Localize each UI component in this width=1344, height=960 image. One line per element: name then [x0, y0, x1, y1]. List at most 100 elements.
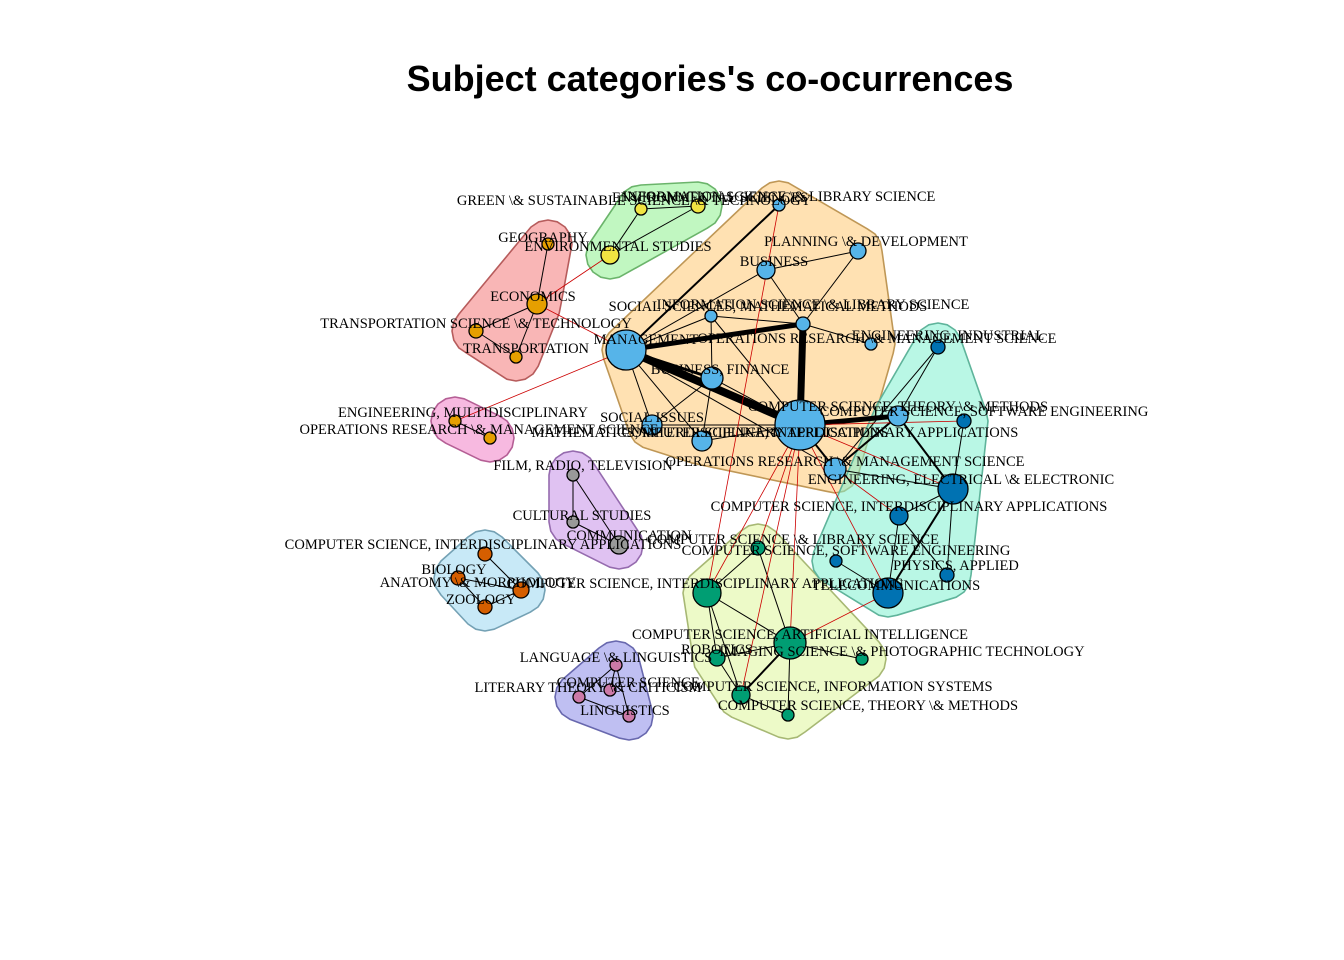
node-cs_ls_green[interactable] [750, 540, 766, 556]
edge-green_sus-env_sci [640, 205, 699, 210]
nodes [448, 198, 972, 723]
edge-film-communication [572, 474, 620, 546]
node-csia[interactable] [774, 399, 826, 451]
label-transport: TRANSPORTATION [463, 341, 590, 357]
edge-or_ms_blue-cs_tm_blue [834, 415, 899, 470]
edge-biology-anatomy [457, 577, 522, 591]
label-cultural: CULTURAL STUDIES [513, 508, 652, 524]
label-cs_ia_green: COMPUTER SCIENCE, INTERDISCIPLINARY APPL… [507, 576, 904, 592]
edge-is_ls-soc_math [710, 315, 804, 325]
edge-eng_ind-or_ms_blue [834, 346, 939, 470]
node-or_ms_ind[interactable] [864, 337, 878, 351]
node-language[interactable] [609, 658, 623, 672]
node-soc_math[interactable] [704, 309, 718, 323]
node-social_issues[interactable] [641, 414, 663, 436]
node-is_ls_top[interactable] [772, 198, 786, 212]
node-cs_se_blue[interactable] [956, 413, 972, 429]
node-eng_multi[interactable] [448, 414, 462, 428]
node-cs_tm_green[interactable] [781, 708, 795, 722]
hull-teal [811, 322, 989, 618]
node-physics[interactable] [939, 567, 955, 583]
label-or_ms_ind: OPERATIONS RESEARCH \& MANAGEMENT SCIENC… [697, 331, 1056, 347]
node-mgmt[interactable] [605, 329, 647, 371]
label-soc_math: SOCIAL SCIENCES, MATHEMATICAL METHODS [609, 299, 928, 315]
edge-csia-cs_ia_green [706, 424, 801, 594]
node-anatomy[interactable] [512, 581, 530, 599]
edge-env_studies-env_sci [609, 205, 699, 256]
node-or_ms_blue[interactable] [823, 457, 847, 481]
label-planning: PLANNING \& DEVELOPMENT [764, 234, 968, 250]
label-language: LANGUAGE \& LINGUISTICS [520, 650, 713, 666]
label-cs_pink: COMPUTER SCIENCE, [557, 675, 704, 691]
label-trans_sci: TRANSPORTATION SCIENCE \& TECHNOLOGY [320, 316, 632, 332]
node-business[interactable] [756, 260, 776, 280]
node-cs_ia_lb[interactable] [477, 546, 493, 562]
label-cs_ia_lb: COMPUTER SCIENCE, INTERDISCIPLINARY APPL… [285, 537, 682, 553]
node-linguistics[interactable] [622, 709, 636, 723]
hull-red [451, 219, 573, 382]
edge-csia-telecom [799, 424, 889, 594]
edge-eng_elec-telecom [887, 488, 954, 594]
edge-language-literary [578, 664, 617, 698]
label-env_sci: ENVIRONMENTAL SCIENCES [612, 190, 808, 206]
node-robotics[interactable] [708, 649, 726, 667]
node-labels: MANAGEMENT COMPUTER SCIENCE, INTERDISCIPL… [285, 189, 1149, 719]
node-bus_fin[interactable] [700, 366, 724, 390]
node-cs_ia_teal[interactable] [889, 506, 909, 526]
node-cs_ia_green[interactable] [692, 578, 722, 608]
label-eng_ind: ENGINEERING, INDUSTRIAL [852, 328, 1045, 344]
node-env_studies[interactable] [600, 245, 620, 265]
node-math_ia[interactable] [691, 430, 713, 452]
node-zoology[interactable] [477, 599, 493, 615]
node-trans_sci[interactable] [468, 323, 484, 339]
edge-mgmt-is_ls_top [625, 204, 780, 351]
edge-mgmt-is_ls [625, 321, 804, 353]
node-cs_pink[interactable] [603, 683, 617, 697]
edge-or_ms_blue-cs_ia_teal [834, 468, 900, 517]
edge-or_ms_blue-eng_elec [834, 468, 954, 490]
edge-language-linguistics [615, 664, 630, 717]
edge-is_ls-planning [802, 250, 859, 325]
label-or_ms_pink: OPERATIONS RESEARCH \& MANAGEMENT SCIENC… [299, 422, 658, 438]
label-imaging: IMAGING SCIENCE \& PHOTOGRAPHIC TECHNOLO… [719, 644, 1085, 660]
edge-mgmt-eng_multi [454, 349, 627, 422]
node-eng_elec[interactable] [937, 473, 969, 505]
label-cs_ai: COMPUTER SCIENCE, ARTIFICIAL INTELLIGENC… [632, 627, 968, 643]
edge-bus_fin-social_issues [651, 377, 713, 426]
node-literary[interactable] [572, 690, 586, 704]
node-imaging[interactable] [855, 652, 869, 666]
node-green_sus[interactable] [634, 202, 648, 216]
label-cs_se_blue: COMPUTER SCIENCE, SOFTWARE ENGINEERING [820, 404, 1149, 420]
label-or_ms_blue: OPERATIONS RESEARCH \& MANAGEMENT SCIENC… [665, 454, 1024, 470]
label-geography: GEOGRAPHY [498, 230, 588, 246]
label-telecom: TELECOMMUNICATIONS [812, 578, 980, 594]
label-business: BUSINESS [740, 254, 809, 270]
label-robotics: ROBOTICS [681, 642, 753, 658]
node-communication[interactable] [609, 535, 629, 555]
node-cultural[interactable] [566, 515, 580, 529]
node-cs_tm_blue[interactable] [887, 405, 909, 427]
edge-trans_sci-transport [475, 330, 517, 358]
label-cs_ls_green: COMPUTER SCIENCE \& LIBRARY SCIENCE [647, 532, 939, 548]
node-transport[interactable] [509, 350, 523, 364]
node-cs_se_teal[interactable] [829, 554, 843, 568]
node-film[interactable] [566, 468, 580, 482]
node-economics[interactable] [526, 293, 548, 315]
node-geography[interactable] [541, 237, 555, 251]
node-or_ms_pink[interactable] [483, 431, 497, 445]
node-is_ls[interactable] [795, 316, 811, 332]
node-telecom[interactable] [872, 577, 904, 609]
label-mgmt: MANAGEMENT [594, 332, 699, 348]
node-eng_ind[interactable] [930, 339, 946, 355]
edge-business-planning [765, 250, 859, 271]
label-literary: LITERARY THEORY \& CRITICISM [474, 680, 701, 696]
node-env_sci[interactable] [690, 198, 706, 214]
node-planning[interactable] [849, 242, 867, 260]
label-is_ls_top: INFORMATION SCIENCE \& LIBRARY SCIENCE [623, 189, 936, 205]
node-biology[interactable] [450, 570, 466, 586]
node-cs_ai[interactable] [773, 626, 807, 660]
edge-cs_ai-cs_ls_green [757, 547, 791, 644]
node-cs_is[interactable] [731, 685, 751, 705]
label-linguistics: LINGUISTICS [580, 703, 669, 719]
